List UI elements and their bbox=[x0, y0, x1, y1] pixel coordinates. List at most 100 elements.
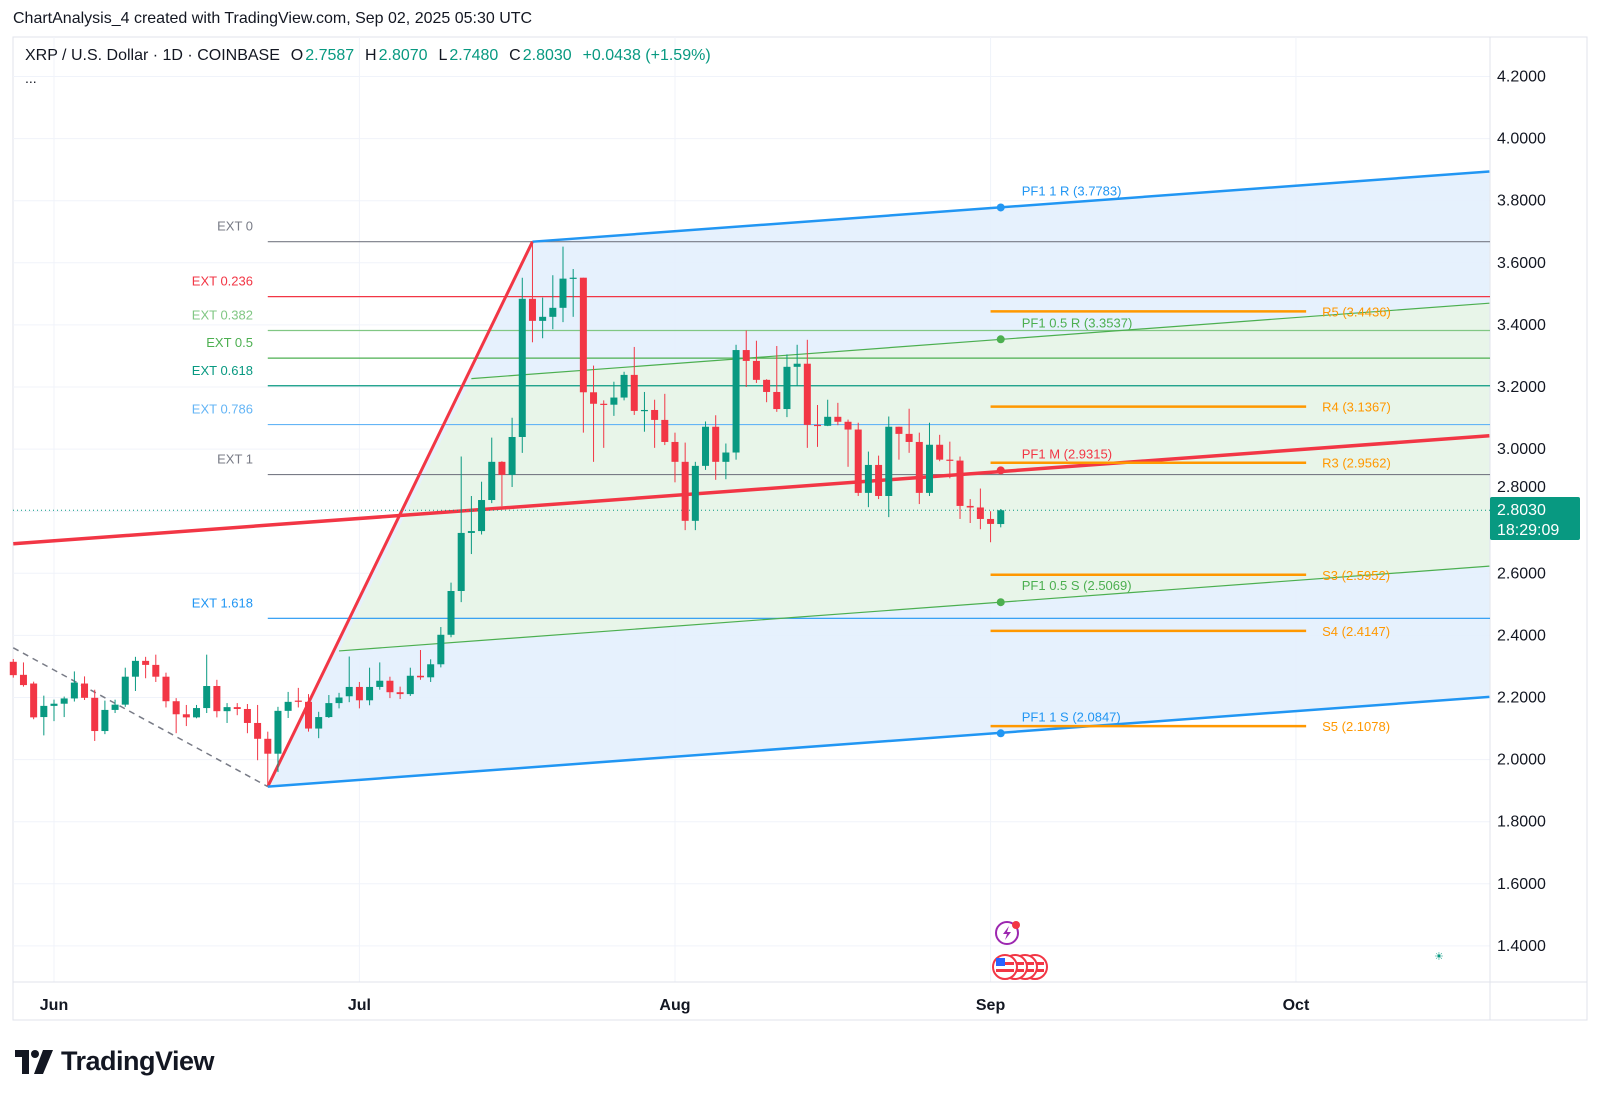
candle bbox=[925, 422, 933, 496]
pitchfork-half-lower-line[interactable] bbox=[338, 565, 1490, 652]
tradingview-logo[interactable]: TradingView bbox=[15, 1046, 215, 1077]
y-tick-label: 2.4000 bbox=[1497, 627, 1546, 644]
candle-body bbox=[814, 424, 821, 427]
time-axis[interactable]: Jun Jul Aug Sep Oct bbox=[40, 997, 1310, 1014]
candle-body bbox=[661, 419, 669, 442]
candle bbox=[162, 672, 170, 708]
candle bbox=[488, 437, 496, 504]
candle-body bbox=[702, 426, 710, 466]
candle-body bbox=[549, 307, 557, 317]
candle bbox=[579, 277, 587, 433]
candle bbox=[651, 399, 659, 448]
candle bbox=[325, 695, 333, 718]
candle bbox=[447, 582, 455, 638]
candlestick-series bbox=[9, 241, 1005, 785]
candle bbox=[793, 344, 801, 387]
candle bbox=[834, 402, 842, 426]
candle bbox=[142, 656, 150, 679]
low-value: 2.7480 bbox=[449, 47, 499, 64]
candle-body bbox=[243, 708, 251, 723]
candle-body bbox=[315, 717, 323, 729]
svg-text:☀: ☀ bbox=[1434, 951, 1444, 963]
candle-body bbox=[763, 379, 771, 392]
candle-body bbox=[681, 461, 689, 521]
pitchfork-marker-label: PF1 0.5 R (3.3537) bbox=[1022, 315, 1133, 330]
candle-body bbox=[457, 532, 465, 591]
candle bbox=[508, 417, 516, 487]
candle bbox=[30, 681, 38, 720]
symbol-title[interactable]: XRP / U.S. Dollar · 1D · COINBASE bbox=[25, 47, 280, 64]
candle bbox=[467, 495, 475, 555]
price-axis[interactable]: 4.2000 4.0000 3.8000 3.6000 3.4000 3.2000 3.00… bbox=[1497, 69, 1546, 955]
fib-extension-label: EXT 0.786 bbox=[192, 402, 253, 417]
candle bbox=[193, 704, 201, 719]
candle-body bbox=[172, 701, 180, 715]
sun-moon-icon[interactable]: ☀ bbox=[1434, 949, 1453, 963]
candle-body bbox=[223, 707, 231, 712]
symbol-legend[interactable]: XRP / U.S. Dollar · 1D · COINBASE O 2.758… bbox=[25, 47, 713, 65]
candle-body bbox=[854, 429, 862, 493]
candle-body bbox=[569, 277, 577, 279]
candle bbox=[91, 689, 99, 741]
candle-body bbox=[600, 403, 608, 405]
high-label: H bbox=[365, 47, 377, 64]
candle-body bbox=[742, 350, 750, 361]
candle-body bbox=[386, 680, 394, 693]
pitchfork-markers: PF1 1 R (3.7783) PF1 0.5 R (3.3537) PF1 M … bbox=[996, 183, 1133, 738]
candle-body bbox=[793, 363, 801, 367]
pivot-label: S3 (2.5952) bbox=[1322, 568, 1390, 583]
candle bbox=[233, 703, 241, 716]
pitchfork-marker-label: PF1 1 R (3.7783) bbox=[1022, 183, 1122, 198]
lightning-event-icon[interactable] bbox=[995, 921, 1020, 945]
candle bbox=[681, 442, 689, 531]
candle bbox=[345, 656, 353, 703]
candle bbox=[70, 671, 78, 702]
pitchfork-prior-trend-line[interactable] bbox=[12, 647, 269, 788]
candle bbox=[569, 269, 577, 317]
candle bbox=[60, 696, 68, 718]
candle-body bbox=[406, 675, 414, 695]
pitchfork-half-upper-line[interactable] bbox=[471, 302, 1490, 380]
us-flag-event-icon[interactable] bbox=[992, 954, 1048, 980]
legend-more-button[interactable]: ... bbox=[25, 70, 37, 86]
pitchfork-marker-label: PF1 M (2.9315) bbox=[1022, 446, 1112, 461]
pitchfork-marker-dot bbox=[996, 335, 1005, 344]
candle bbox=[111, 699, 119, 714]
candle-body bbox=[182, 714, 190, 718]
fib-extension-label: EXT 0.5 bbox=[206, 335, 253, 350]
y-tick-label: 1.4000 bbox=[1497, 938, 1546, 955]
pivot-label: R5 (3.4436) bbox=[1322, 304, 1391, 319]
candle-body bbox=[987, 518, 995, 524]
candle-body bbox=[447, 590, 455, 635]
candle-body bbox=[875, 464, 883, 496]
candle bbox=[905, 408, 913, 453]
candle bbox=[895, 426, 903, 460]
candle-body bbox=[203, 686, 211, 709]
candle-body bbox=[620, 374, 628, 398]
candle-body bbox=[355, 686, 363, 701]
x-tick-label: Jul bbox=[348, 997, 371, 1014]
candle bbox=[987, 511, 995, 543]
pivot-levels[interactable]: R5 (3.4436) R4 (3.1367) R3 (2.9562) S3 (2.5… bbox=[990, 304, 1391, 734]
candle-body bbox=[437, 634, 445, 665]
candle bbox=[518, 277, 526, 453]
fib-extension-lines[interactable]: EXT 0 EXT 0.236 EXT 0.382 EXT 0.5 EXT 0.618 E… bbox=[192, 219, 1490, 619]
candle bbox=[254, 704, 262, 761]
candle-body bbox=[915, 441, 923, 493]
candle-body bbox=[885, 426, 893, 496]
candle bbox=[101, 700, 109, 735]
candle bbox=[915, 432, 923, 505]
candle bbox=[854, 422, 862, 496]
candle bbox=[956, 456, 964, 519]
candle bbox=[406, 667, 414, 696]
pitchfork-lines[interactable] bbox=[12, 170, 1490, 788]
y-tick-label: 2.8000 bbox=[1497, 479, 1546, 496]
pitchfork-upper-line[interactable] bbox=[532, 170, 1490, 243]
candle bbox=[437, 627, 445, 668]
candle bbox=[875, 455, 883, 500]
last-price-box bbox=[1490, 497, 1580, 540]
pitchfork-lower-line[interactable] bbox=[267, 695, 1490, 788]
candle-body bbox=[101, 709, 109, 732]
pitchfork-median-line[interactable] bbox=[13, 434, 1490, 546]
